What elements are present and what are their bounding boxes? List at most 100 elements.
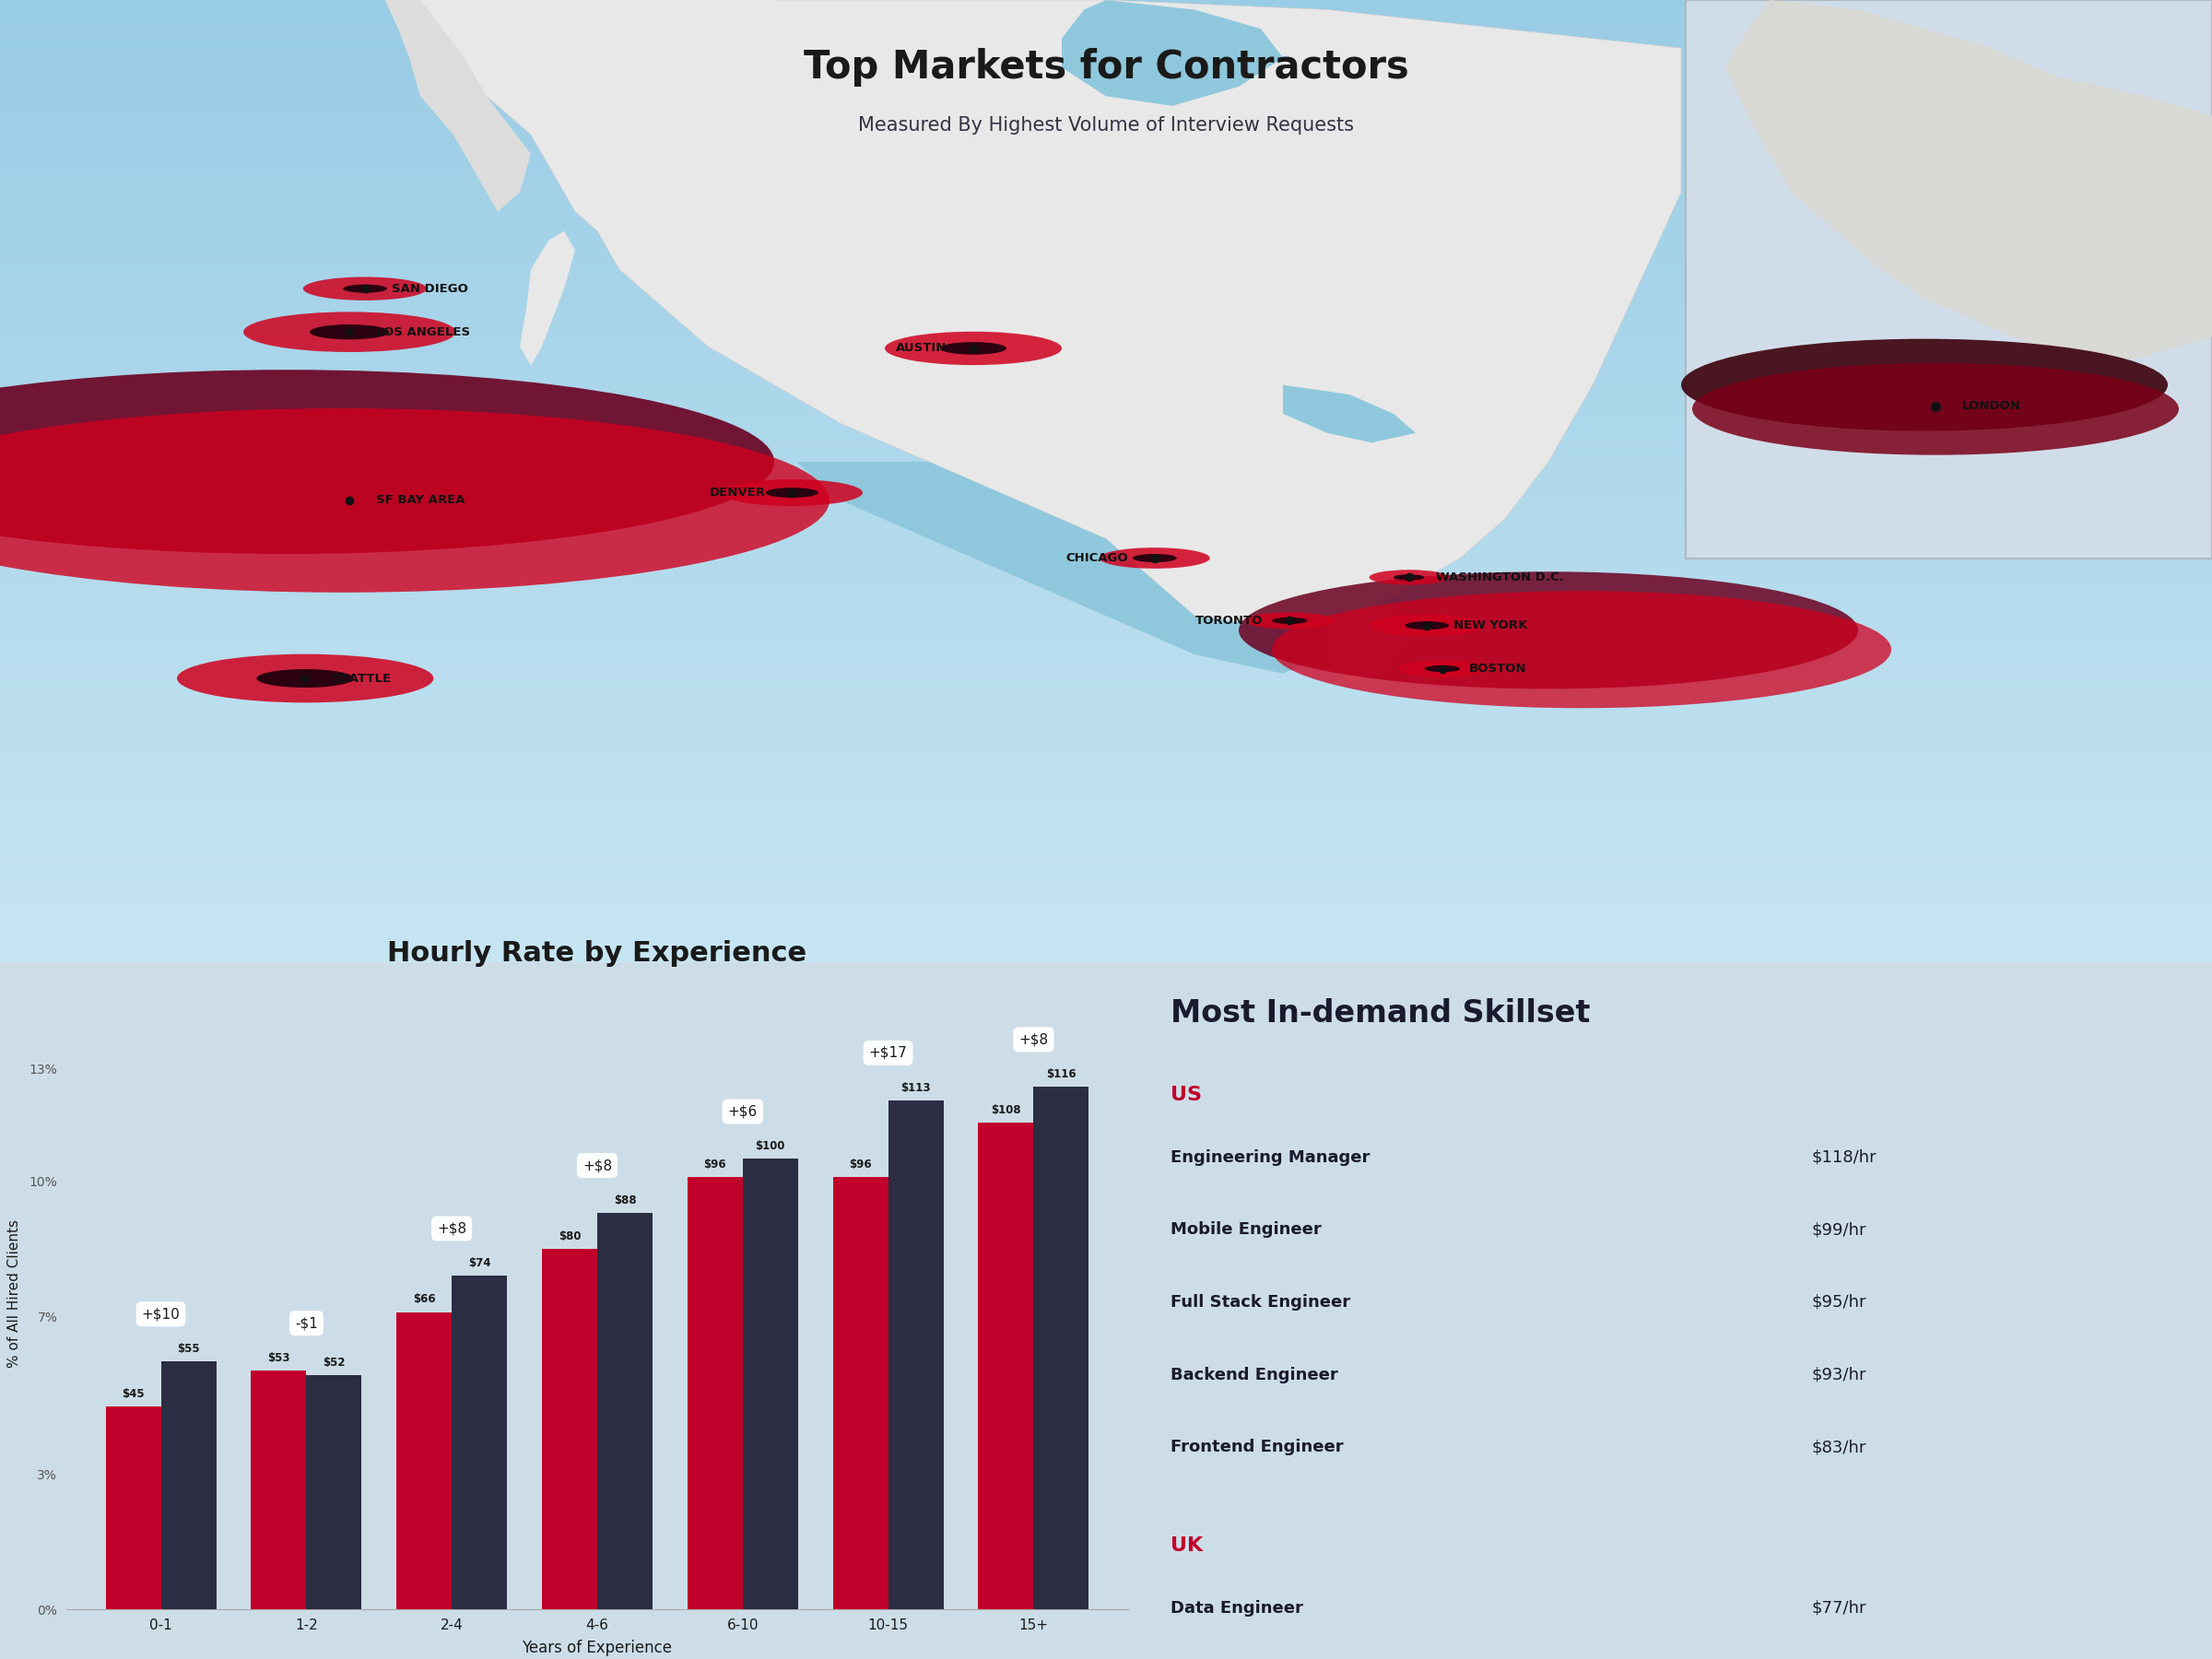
Text: LOS ANGELES: LOS ANGELES [376,325,471,338]
Text: +$8: +$8 [1020,1032,1048,1047]
Ellipse shape [1681,338,2168,431]
Text: TORONTO: TORONTO [1194,614,1263,627]
Text: US: US [1170,1087,1201,1105]
Bar [834,1176,889,1609]
Ellipse shape [0,370,774,554]
Text: Frontend Engineer: Frontend Engineer [1170,1438,1343,1455]
Text: +$6: +$6 [728,1105,757,1118]
Text: $93/hr: $93/hr [1812,1367,1867,1384]
Text: Measured By Highest Volume of Interview Requests: Measured By Highest Volume of Interview … [858,116,1354,134]
Polygon shape [1327,597,1405,684]
Ellipse shape [721,479,863,506]
Text: $77/hr: $77/hr [1812,1599,1867,1616]
Text: $52: $52 [323,1357,345,1369]
Bar [396,1312,451,1609]
Text: CHICAGO: CHICAGO [1066,552,1128,564]
Text: Engineering Manager: Engineering Manager [1170,1150,1369,1166]
Bar [743,1160,799,1609]
Text: +$8: +$8 [438,1221,467,1236]
Text: $80: $80 [557,1231,582,1243]
Bar [1686,0,2212,557]
Text: Most In-demand Skillset: Most In-demand Skillset [1170,997,1590,1029]
Polygon shape [1283,385,1416,443]
Ellipse shape [243,312,456,352]
Y-axis label: % of All Hired Clients: % of All Hired Clients [7,1219,22,1369]
Bar [889,1100,942,1609]
Title: Hourly Rate by Experience: Hourly Rate by Experience [387,939,807,967]
Text: $83/hr: $83/hr [1812,1438,1867,1455]
Text: $116: $116 [1046,1068,1077,1080]
Text: SEATTLE: SEATTLE [332,672,392,685]
Ellipse shape [1425,665,1460,672]
Text: $108: $108 [991,1105,1022,1117]
Ellipse shape [1272,617,1307,624]
Text: +$10: +$10 [142,1307,179,1321]
Bar [1033,1087,1088,1609]
Ellipse shape [1692,363,2179,455]
Ellipse shape [1405,620,1449,630]
Polygon shape [1062,0,1283,106]
Text: $88: $88 [613,1194,637,1206]
Ellipse shape [940,342,1006,355]
Text: $66: $66 [414,1294,436,1306]
Text: AUSTIN: AUSTIN [896,342,947,355]
Ellipse shape [885,332,1062,365]
Text: $118/hr: $118/hr [1812,1150,1876,1166]
Polygon shape [796,461,1327,674]
Ellipse shape [1133,554,1177,562]
Text: $96: $96 [703,1158,726,1170]
Bar [597,1213,653,1609]
Text: NEW YORK: NEW YORK [1453,619,1526,632]
Text: $55: $55 [177,1342,199,1355]
Ellipse shape [1369,614,1484,637]
Bar [161,1362,217,1609]
Text: DENVER: DENVER [710,486,765,499]
Text: +$17: +$17 [869,1047,907,1060]
Ellipse shape [1394,574,1425,581]
Polygon shape [520,231,575,365]
Text: +$8: +$8 [582,1158,613,1173]
Ellipse shape [257,669,354,687]
Bar [978,1123,1033,1609]
Text: $45: $45 [122,1389,144,1400]
Text: LONDON: LONDON [1962,400,2022,411]
Bar [252,1370,305,1609]
Bar [305,1375,361,1609]
Text: Mobile Engineer: Mobile Engineer [1170,1221,1321,1238]
Text: $74: $74 [469,1258,491,1269]
Text: SF BAY AREA: SF BAY AREA [376,494,465,506]
Text: WASHINGTON D.C.: WASHINGTON D.C. [1436,571,1564,584]
Text: SAN DIEGO: SAN DIEGO [392,282,469,295]
X-axis label: Years of Experience: Years of Experience [522,1639,672,1656]
Polygon shape [398,0,1681,625]
Text: $53: $53 [268,1352,290,1364]
Ellipse shape [1369,569,1449,586]
Text: Backend Engineer: Backend Engineer [1170,1367,1338,1384]
Text: $100: $100 [754,1140,785,1151]
Text: $95/hr: $95/hr [1812,1294,1867,1311]
Ellipse shape [1272,591,1891,708]
Text: $96: $96 [849,1158,872,1170]
Text: Data Engineer: Data Engineer [1170,1599,1303,1616]
Ellipse shape [310,325,389,340]
Text: UK: UK [1170,1536,1203,1554]
Ellipse shape [1239,572,1858,688]
Ellipse shape [343,284,387,294]
Ellipse shape [1398,660,1486,677]
Polygon shape [1725,0,2212,365]
Text: Top Markets for Contractors: Top Markets for Contractors [803,48,1409,86]
Ellipse shape [177,654,434,703]
Text: $113: $113 [900,1082,931,1093]
Bar [451,1276,507,1609]
Text: BOSTON: BOSTON [1469,662,1526,675]
Ellipse shape [765,488,818,498]
Ellipse shape [0,408,830,592]
Bar [542,1249,597,1609]
Text: $99/hr: $99/hr [1812,1221,1867,1238]
Text: Full Stack Engineer: Full Stack Engineer [1170,1294,1352,1311]
Polygon shape [376,0,531,212]
Ellipse shape [1245,612,1334,629]
Ellipse shape [1099,547,1210,569]
Text: -$1: -$1 [294,1316,319,1331]
Bar [106,1407,161,1609]
